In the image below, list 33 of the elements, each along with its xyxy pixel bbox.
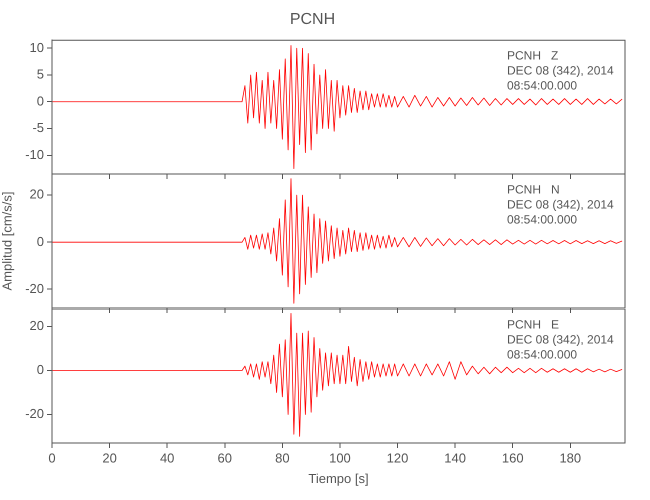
annotation: PCNH Z (507, 48, 558, 63)
x-tick-label: 80 (275, 450, 290, 466)
y-tick-label: 0 (36, 234, 44, 250)
annotation: DEC 08 (342), 2014 (507, 64, 614, 78)
y-tick-label: 0 (36, 93, 44, 108)
chart-title: PCNH (290, 11, 336, 28)
y-tick-label: 10 (30, 40, 44, 55)
y-axis-title: Amplitud [cm/s/s] (0, 192, 14, 291)
annotation: 08:54:00.000 (507, 212, 578, 227)
x-axis-title: Tiempo [s] (308, 470, 369, 486)
annotation: DEC 08 (342), 2014 (507, 332, 614, 346)
annotation: PCNH E (507, 316, 560, 331)
x-tick-label: 120 (386, 450, 408, 466)
y-tick-label: -5 (32, 120, 44, 136)
annotation: DEC 08 (342), 2014 (507, 198, 614, 212)
y-tick-label: 5 (36, 66, 44, 82)
y-tick-label: -10 (25, 146, 44, 162)
y-tick-label: -20 (25, 281, 44, 296)
x-tick-label: 40 (160, 450, 174, 466)
x-tick-label: 160 (502, 450, 524, 466)
annotation: 08:54:00.000 (507, 78, 578, 93)
y-tick-label: 20 (30, 318, 44, 333)
x-tick-label: 180 (559, 450, 582, 466)
annotation: PCNH N (507, 182, 560, 197)
x-tick-label: 100 (329, 450, 351, 466)
x-tick-label: 0 (48, 450, 56, 466)
annotation: 08:54:00.000 (507, 346, 578, 361)
y-tick-label: 20 (30, 187, 44, 202)
x-tick-label: 60 (218, 450, 232, 466)
y-tick-label: 0 (36, 362, 44, 377)
x-tick-label: 140 (444, 450, 466, 466)
y-tick-label: -20 (25, 406, 44, 421)
x-tick-label: 20 (102, 450, 117, 466)
